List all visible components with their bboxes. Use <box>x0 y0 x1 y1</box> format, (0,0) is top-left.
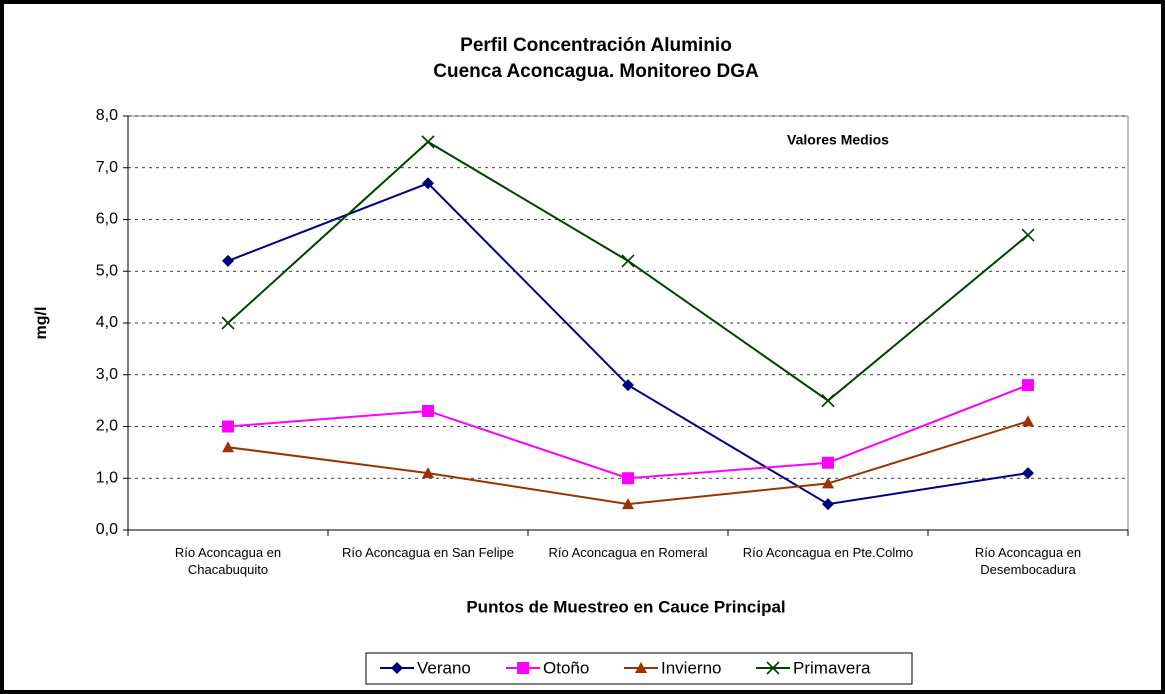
x-axis-label: Puntos de Muestreo en Cauce Principal <box>466 597 785 616</box>
y-tick-label: 6,0 <box>96 211 118 228</box>
marker <box>1022 415 1034 427</box>
marker <box>1021 228 1035 242</box>
legend-label: Otoño <box>543 658 589 677</box>
legend-marker <box>766 661 780 675</box>
annotation: Valores Medios <box>787 132 889 148</box>
marker <box>422 404 434 417</box>
x-tick-label: Río Aconcagua en Romeral <box>548 545 708 560</box>
marker <box>421 135 435 149</box>
marker <box>822 456 834 469</box>
marker <box>822 498 834 511</box>
y-tick-label: 8,0 <box>96 107 118 124</box>
marker <box>222 441 234 453</box>
x-tick-label: Río Aconcagua en Pte.Colmo <box>742 545 914 560</box>
marker <box>222 254 234 267</box>
y-tick-label: 2,0 <box>96 418 118 435</box>
chart-subtitle: Cuenca Aconcagua. Monitoreo DGA <box>433 61 759 82</box>
marker <box>1022 379 1034 392</box>
legend-marker <box>391 662 403 674</box>
x-tick-label: Río Aconcagua en San Felipe <box>341 545 514 560</box>
marker <box>1022 467 1034 480</box>
chart-title: Perfil Concentración Aluminio <box>460 35 732 56</box>
series-line <box>227 384 1029 480</box>
y-tick-label: 5,0 <box>96 262 118 279</box>
series-line <box>227 182 1029 506</box>
y-tick-label: 7,0 <box>96 159 118 176</box>
y-axis-label: mg/l <box>33 307 50 340</box>
x-tick-label: Río Aconcagua en Desembocadura <box>974 545 1082 577</box>
y-tick-label: 0,0 <box>96 521 118 538</box>
legend-marker <box>517 662 529 674</box>
legend-label: Primavera <box>793 658 871 677</box>
y-tick-label: 1,0 <box>96 469 118 486</box>
legend-label: Invierno <box>661 658 721 677</box>
marker <box>621 254 635 268</box>
legend-marker <box>635 662 647 673</box>
marker <box>422 467 434 479</box>
x-tick-label: Río Aconcagua en Chacabuquito <box>174 545 282 577</box>
y-tick-label: 4,0 <box>96 314 118 331</box>
legend-label: Verano <box>417 658 471 677</box>
marker <box>821 394 835 408</box>
marker <box>822 477 834 489</box>
marker <box>622 472 634 485</box>
marker <box>222 420 234 433</box>
marker <box>622 498 634 510</box>
y-tick-label: 3,0 <box>96 366 118 383</box>
marker <box>622 379 634 392</box>
marker <box>422 177 434 190</box>
marker <box>221 316 235 330</box>
